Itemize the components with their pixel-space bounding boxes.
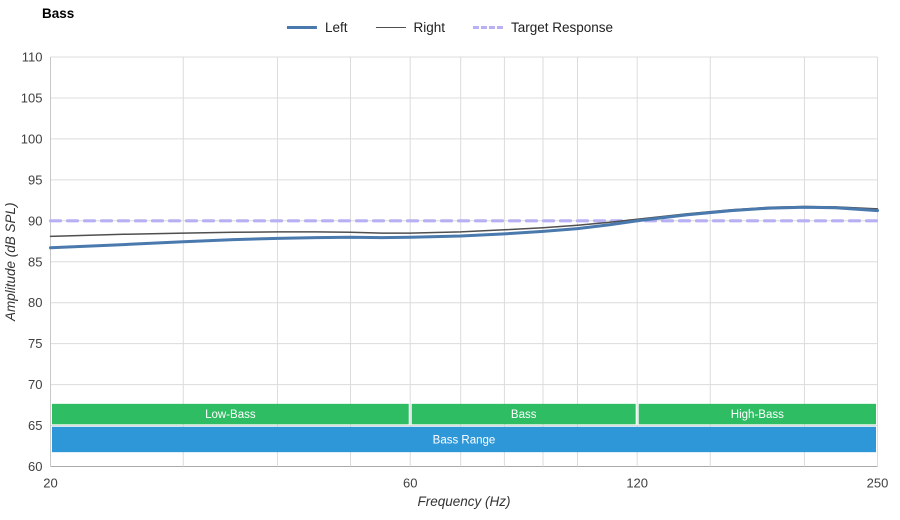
target-response-swatch-icon [472, 26, 503, 29]
chart-title: Bass [42, 6, 75, 21]
band-label-low-bass: Low-Bass [205, 409, 256, 421]
y-tick-label-110: 110 [22, 50, 43, 65]
band-bass [411, 403, 636, 425]
legend-label-right: Right [413, 20, 445, 35]
legend-label-target-response: Target Response [510, 20, 614, 35]
x-tick-label-120: 120 [626, 476, 648, 491]
y-tick-label-70: 70 [28, 377, 42, 392]
band-high-bass [638, 403, 876, 425]
legend: Left Right Target Response [286, 20, 614, 35]
y-tick-label-95: 95 [28, 172, 42, 187]
y-tick-label-60: 60 [28, 459, 42, 474]
legend-label-left: Left [324, 20, 348, 35]
left-line-swatch-icon [286, 25, 317, 30]
legend-item-target-response[interactable]: Target Response [472, 20, 614, 35]
series-line-left [49, 205, 879, 250]
band-label-bass-range: Bass Range [433, 434, 496, 446]
y-tick-label-75: 75 [28, 336, 42, 351]
legend-item-left[interactable]: Left [286, 20, 348, 35]
x-axis-title: Frequency (Hz) [417, 494, 510, 509]
band-label-high-bass: High-Bass [731, 409, 784, 421]
right-line-swatch-icon [375, 26, 406, 29]
legend-item-right[interactable]: Right [375, 20, 445, 35]
y-tick-label-85: 85 [28, 254, 42, 269]
band-low-bass [52, 403, 409, 425]
x-tick-label-60: 60 [403, 476, 417, 491]
y-tick-label-105: 105 [21, 90, 43, 105]
y-axis-title: Amplitude (dB SPL) [3, 202, 18, 322]
y-tick-label-65: 65 [28, 418, 42, 433]
y-tick-label-90: 90 [28, 213, 42, 228]
x-tick-label-250: 250 [867, 476, 889, 491]
y-tick-label-80: 80 [28, 295, 42, 310]
band-bass-range [52, 426, 876, 453]
band-label-bass: Bass [511, 409, 537, 421]
y-tick-label-100: 100 [21, 131, 43, 146]
x-tick-label-20: 20 [43, 476, 57, 491]
